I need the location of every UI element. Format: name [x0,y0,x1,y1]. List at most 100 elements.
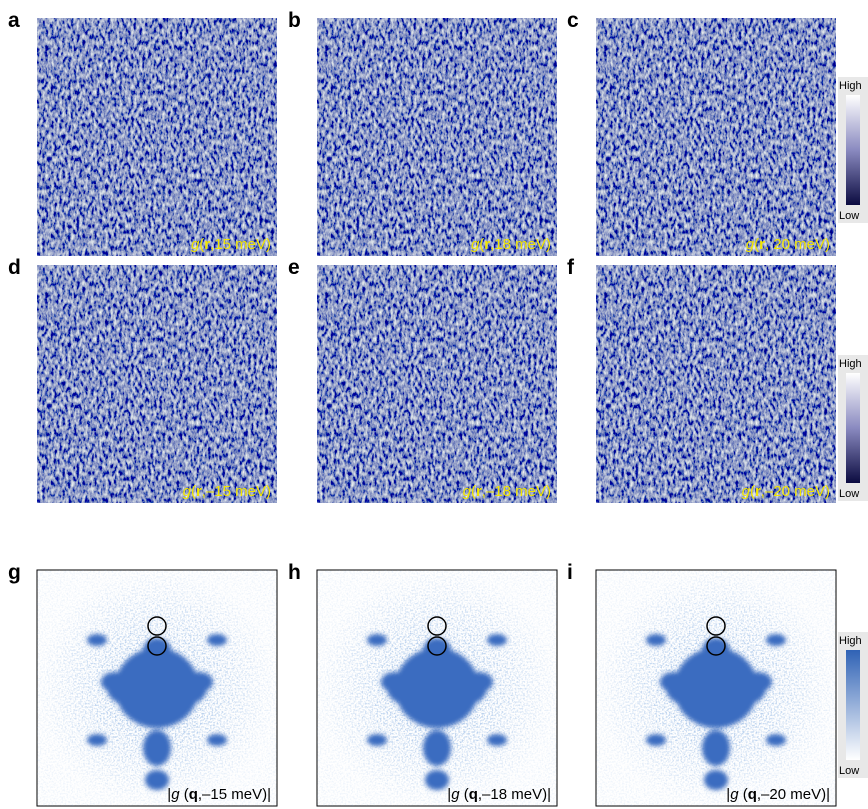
fft-blob [395,648,479,728]
panel-label: g(r,18 meV) [471,236,551,253]
fft-core [646,634,786,790]
fft-blob [101,672,129,692]
fft-blob [646,734,666,746]
fft-blob [744,672,772,692]
label-part: | [726,786,730,803]
fft-blob [185,672,213,692]
fft-blob [766,634,786,646]
fft-blob [207,634,227,646]
fft-blob [702,638,730,662]
panel-letter: f [567,256,575,279]
label-part: ,–18 meV) [482,483,551,500]
label-part: g [191,236,200,253]
fft-blob [145,770,169,790]
label-part: ,15 meV) [210,236,271,253]
fft-core [87,634,227,790]
panel-letter: h [288,561,301,584]
fft-blob [702,730,730,766]
label-part: , 20 meV) [765,236,830,253]
peak-circle [706,616,726,636]
label-part: ( [479,236,484,253]
panel-letter: d [8,256,21,279]
panel-label: |g (q,–20 meV)| [726,786,830,803]
label-part: g [471,236,480,253]
label-part: g [463,483,472,500]
label-part: ( [180,786,189,803]
stm-map [596,265,836,503]
label-part: ,–20 meV) [761,483,830,500]
colorbar [846,95,860,205]
label-part: q [469,786,478,803]
fft-blob [465,672,493,692]
fft-blob [115,648,199,728]
label-part: r [476,483,482,500]
colorbar-high: High [839,635,862,647]
panel-label: g(r,–20 meV) [742,483,830,500]
label-part: ( [460,786,469,803]
peak-circle [147,636,167,656]
label-part: q [748,786,757,803]
colorbar [846,373,860,483]
fft-blob [381,672,409,692]
label-part: r [204,236,210,253]
label-part: ( [471,483,476,500]
label-part: ( [750,483,755,500]
colorbar-high: High [839,80,862,92]
label-part: ,–18 meV)| [478,786,551,803]
label-part: ( [739,786,748,803]
panel-letter: e [288,256,300,279]
fft-blob [660,672,688,692]
label-part: g [171,786,180,803]
fft-blob [425,770,449,790]
panel-image [596,18,836,256]
fft-blob [367,634,387,646]
label-part: ( [754,236,759,253]
panel-label: g(r, 20 meV) [746,236,830,253]
panel-label: |g (q,–18 meV)| [447,786,551,803]
colorbar-low: Low [839,210,859,222]
fft-blob [207,734,227,746]
fft-blob [766,734,786,746]
stm-map [37,18,277,256]
label-part: ,–20 meV)| [757,786,830,803]
fft-blob [87,734,107,746]
panel-image [596,265,836,503]
fft-blob [143,638,171,662]
label-part: g [451,786,460,803]
colorbar-low: Low [839,765,859,777]
fft-blob [367,734,387,746]
panel-letter: c [567,9,579,32]
label-part: | [167,786,171,803]
panel-image [37,265,277,503]
label-part: g [730,786,739,803]
stm-map [596,18,836,256]
peak-circle [147,616,167,636]
label-part: q [189,786,198,803]
peak-circle [427,636,447,656]
panel-image [37,18,277,256]
label-part: ,–15 meV)| [198,786,271,803]
panel-letter: a [8,9,20,32]
label-part: | [447,786,451,803]
panel-letter: i [567,561,573,584]
label-part: g [746,236,755,253]
label-part: ( [199,236,204,253]
panel-image [595,569,837,807]
panel-image [36,569,278,807]
colorbar [846,650,860,760]
fft-blob [87,634,107,646]
label-part: ,18 meV) [490,236,551,253]
fft-blob [423,730,451,766]
fft-blob [143,730,171,766]
label-part: g [183,483,192,500]
peak-circle [427,616,447,636]
fft-blob [487,734,507,746]
fft-blob [646,634,666,646]
panel-letter: g [8,561,21,584]
label-part: ( [191,483,196,500]
colorbar-low: Low [839,488,859,500]
label-part: r [484,236,490,253]
panel-image [317,265,557,503]
panel-image [316,569,558,807]
panel-label: g(r,–15 meV) [183,483,271,500]
